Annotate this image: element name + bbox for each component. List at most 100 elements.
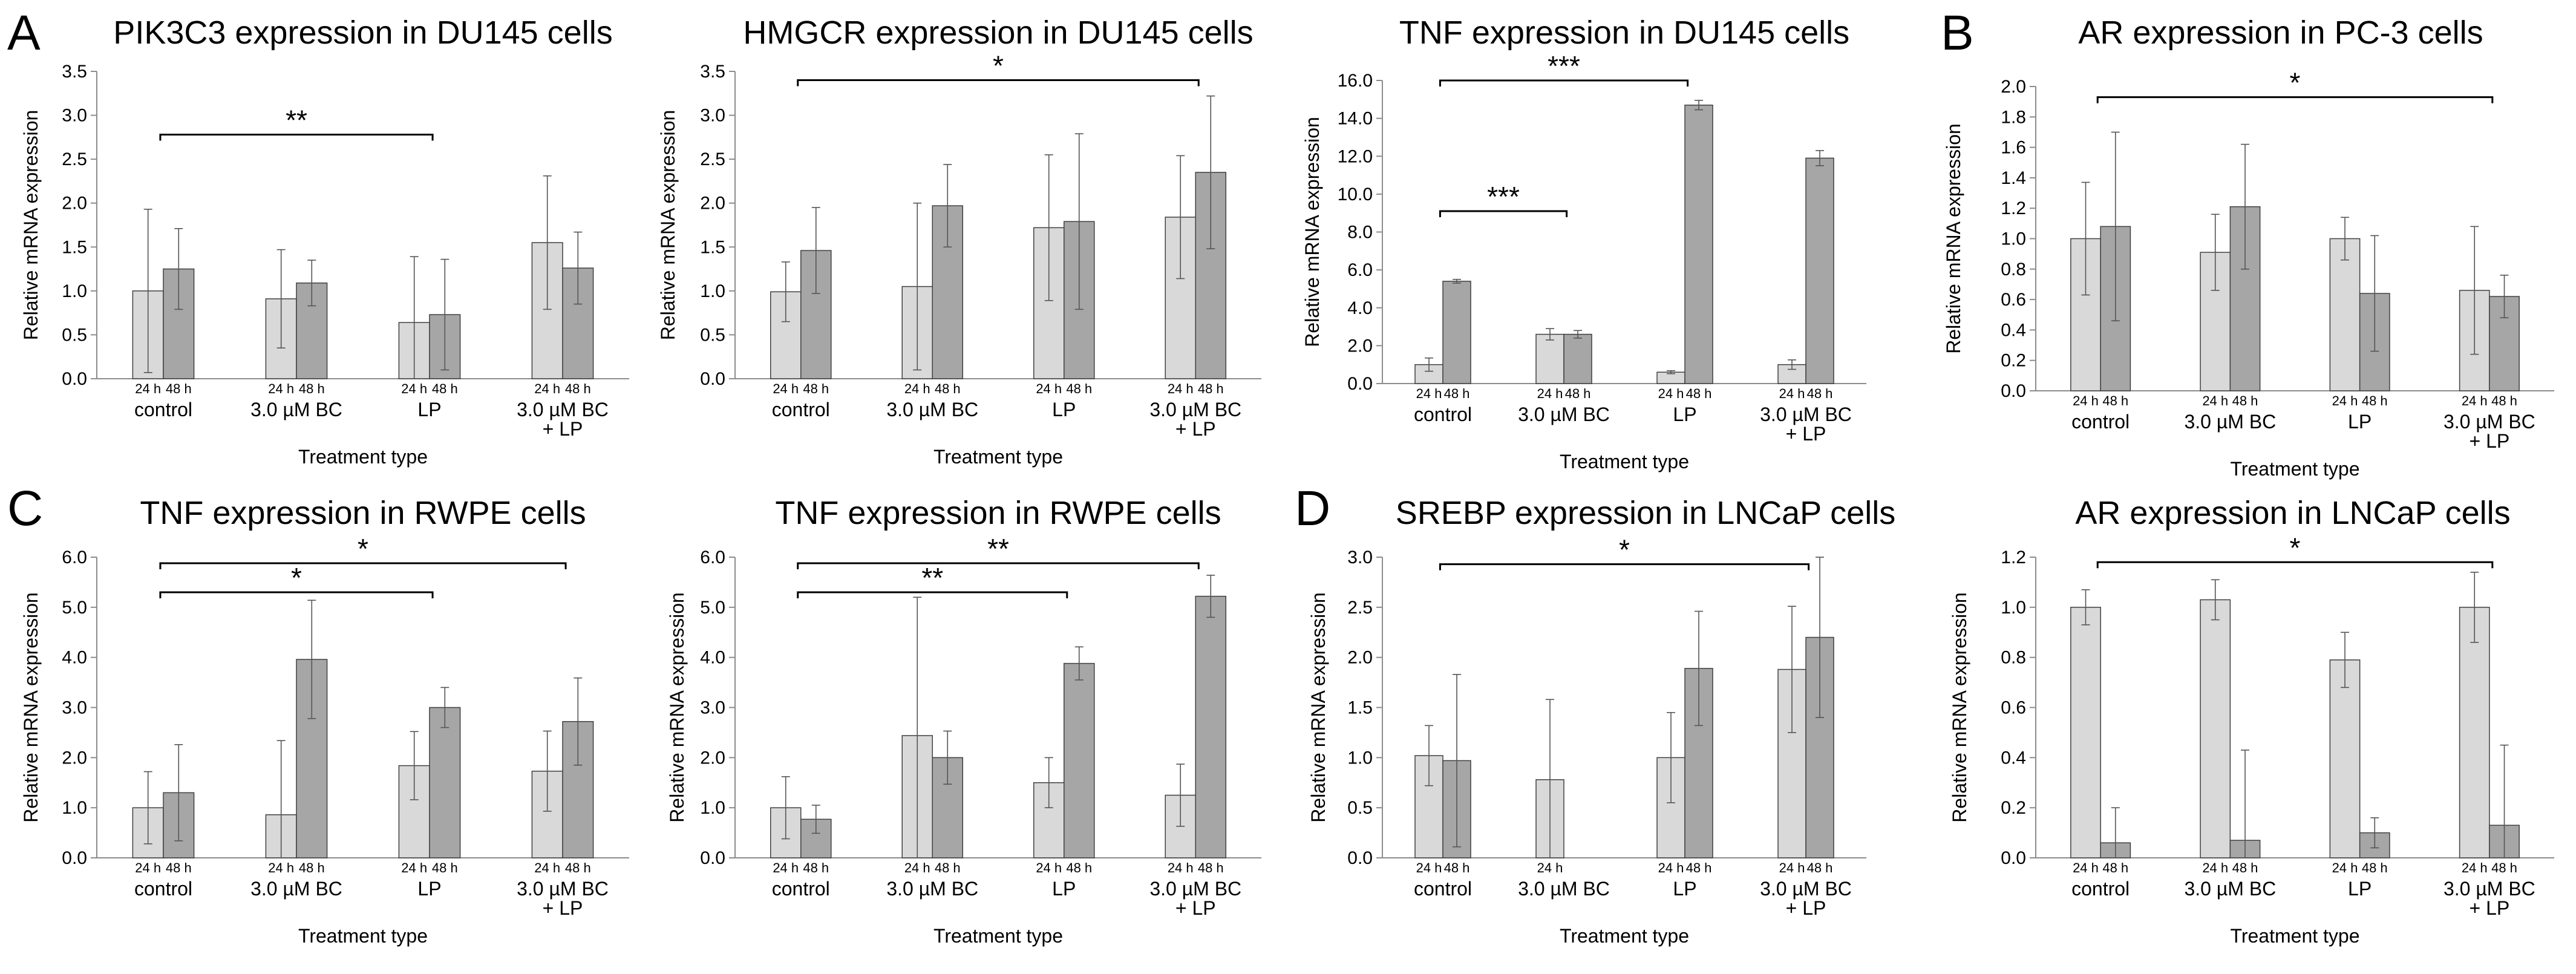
time-label: 24 h [135, 381, 161, 396]
y-tick-label: 2.5 [62, 149, 87, 169]
y-tick-label: 1.5 [62, 237, 87, 257]
charts-layer: PIK3C3 expression in DU145 cells 0.0 0.5 1.… [20, 15, 2554, 947]
y-tick-label: 0.0 [2001, 381, 2026, 401]
significance-label: ** [987, 533, 1009, 564]
y-tick-label: 0.0 [700, 848, 725, 868]
category-label: LP [2348, 878, 2372, 900]
significance-label: * [2290, 532, 2301, 563]
time-label: 48 h [166, 860, 192, 875]
y-tick-label: 0.0 [700, 369, 725, 389]
time-label: 48 h [299, 381, 325, 396]
time-label: 24 h [773, 381, 799, 396]
category-label: control [134, 878, 192, 900]
time-label: 24 h [1537, 386, 1563, 401]
y-axis-label: Relative mRNA expression [20, 592, 42, 823]
x-axis-label: Treatment type [933, 925, 1063, 947]
category-label: 3.0 µM BC [250, 878, 342, 900]
time-label: 24 h [2332, 393, 2358, 408]
time-label: 48 h [2102, 393, 2128, 408]
y-tick-label: 12.0 [1338, 146, 1373, 166]
category-label: 3.0 µM BC [1518, 878, 1610, 900]
category-label: 3.0 µM BC [1149, 399, 1241, 420]
time-label: 48 h [1807, 386, 1833, 401]
y-tick-label: 0.8 [2001, 260, 2026, 279]
y-axis-label: Relative mRNA expression [657, 110, 679, 341]
y-tick-label: 6.0 [62, 547, 87, 567]
time-label: 48 h [166, 381, 192, 396]
y-tick-label: 1.2 [2001, 547, 2026, 567]
y-tick-label: 1.0 [700, 798, 725, 818]
time-label: 24 h [1779, 860, 1805, 875]
bar-48h [429, 707, 461, 858]
y-tick-label: 0.8 [2001, 648, 2026, 668]
category-label: 3.0 µM BC [2184, 411, 2276, 433]
y-tick-label: 1.5 [1347, 698, 1373, 718]
chart-6: TNF expression in RWPE cells 0.0 1.0 2.0 3.0… [666, 495, 1261, 947]
time-label: 24 h [2202, 860, 2228, 875]
time-label: 48 h [1198, 860, 1224, 875]
time-label: 24 h [2073, 860, 2099, 875]
y-tick-label: 0.0 [62, 848, 87, 868]
y-tick-label: 0.0 [2001, 848, 2026, 868]
y-tick-label: 16.0 [1338, 71, 1373, 91]
category-label: LP [2348, 411, 2372, 433]
chart-title: SREBP expression in LNCaP cells [1396, 495, 1895, 531]
time-label: 48 h [565, 381, 591, 396]
y-tick-label: 3.0 [700, 106, 725, 126]
y-tick-label: 1.0 [700, 281, 725, 301]
category-label: + LP [1786, 423, 1826, 445]
significance-bracket [2096, 561, 2494, 569]
y-tick-label: 2.0 [1347, 648, 1373, 668]
time-label: 24 h [1416, 860, 1442, 875]
significance-label: * [358, 533, 368, 564]
bar-48h [1563, 333, 1592, 384]
y-tick-label: 1.4 [2001, 168, 2026, 188]
time-label: 48 h [1066, 381, 1092, 396]
bar-24h [2459, 607, 2490, 858]
category-label: 3.0 µM BC [250, 399, 342, 420]
y-tick-label: 0.5 [1347, 798, 1373, 818]
panel-letter-d: D [1295, 481, 1330, 536]
y-tick-label: 0.2 [2001, 798, 2026, 818]
y-tick-label: 6.0 [700, 547, 725, 567]
y-tick-label: 10.0 [1338, 185, 1373, 204]
y-axis-label: Relative mRNA expression [1301, 117, 1323, 347]
time-label: 48 h [1807, 860, 1833, 875]
y-tick-label: 3.0 [62, 698, 87, 718]
y-tick-label: 3.0 [1347, 547, 1373, 567]
category-label: LP [1052, 399, 1076, 420]
category-label: LP [1673, 878, 1696, 900]
time-label: 48 h [803, 860, 829, 875]
category-label: LP [1673, 404, 1696, 425]
panel-letter-a: A [7, 5, 41, 60]
category-label: 3.0 µM BC [886, 878, 978, 900]
y-tick-label: 0.2 [2001, 351, 2026, 371]
y-tick-label: 1.0 [2001, 229, 2026, 249]
significance-label: * [1619, 534, 1630, 566]
chart-title: HMGCR expression in DU145 cells [743, 15, 1253, 51]
chart-title: TNF expression in DU145 cells [1399, 15, 1849, 51]
category-label: 3.0 µM BC [2444, 411, 2535, 433]
y-tick-label: 2.5 [700, 149, 725, 169]
chart-4: AR expression in PC-3 cells 0.0 0.2 0.4 0.6 0… [1943, 15, 2554, 480]
y-tick-label: 4.0 [62, 648, 87, 668]
y-tick-label: 1.0 [62, 281, 87, 301]
significance-label: * [2290, 67, 2301, 99]
time-label: 48 h [2362, 860, 2388, 875]
y-tick-label: 0.5 [62, 325, 87, 345]
y-tick-label: 1.0 [62, 798, 87, 818]
y-tick-label: 2.5 [1347, 598, 1373, 618]
x-axis-label: Treatment type [1560, 451, 1689, 472]
category-label: control [1414, 878, 1472, 900]
significance-label: ** [286, 105, 307, 136]
chart-5: TNF expression in RWPE cells 0.0 1.0 2.0 3.0… [20, 495, 629, 947]
significance-label: ** [921, 562, 943, 593]
y-tick-label: 0.0 [62, 369, 87, 389]
y-tick-label: 1.0 [2001, 598, 2026, 618]
significance-bracket [159, 134, 434, 141]
panel-letter-c: C [7, 481, 43, 536]
x-axis-label: Treatment type [2230, 458, 2359, 480]
bar-48h [1064, 662, 1095, 858]
category-label: 3.0 µM BC [2184, 878, 2276, 900]
category-label: 3.0 µM BC [1760, 878, 1852, 900]
